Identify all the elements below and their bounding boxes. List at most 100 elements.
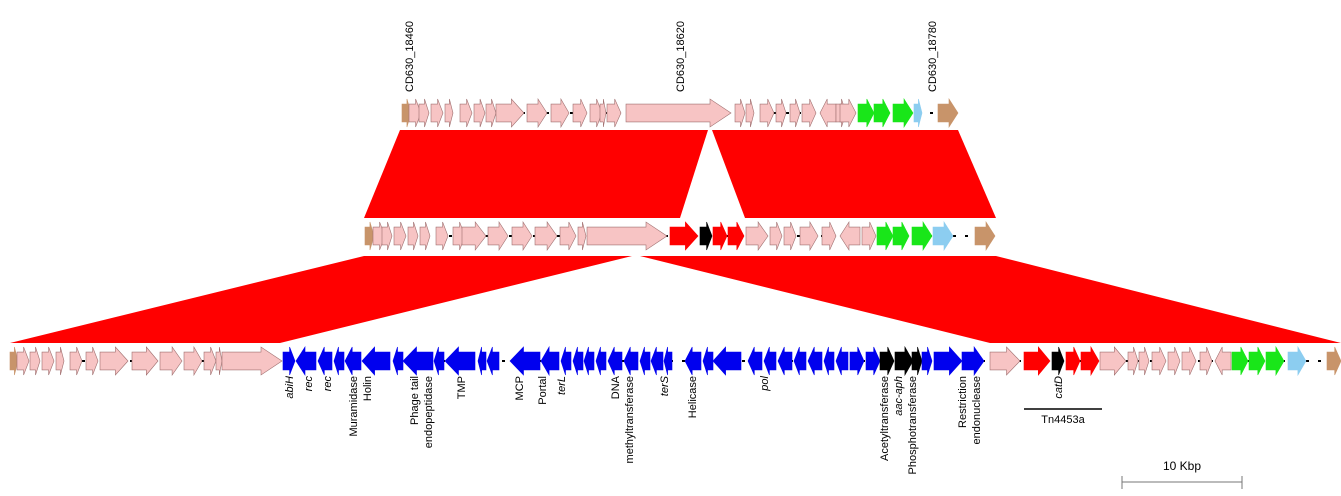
gene-arrow xyxy=(599,98,607,128)
gene-arrow xyxy=(1265,345,1285,377)
gene-arrow xyxy=(408,98,422,128)
annotation-holin: Holin xyxy=(362,376,374,401)
gene-arrow xyxy=(763,346,777,376)
annotation-phosphotransferase: Phosphotransferase xyxy=(907,376,919,474)
annotation-endonuclease: endonuclease xyxy=(971,376,983,445)
gene-arrow xyxy=(839,98,857,128)
annotation-phage-tail: Phage tail xyxy=(409,376,421,425)
gene-arrow xyxy=(849,346,865,376)
gene-arrow xyxy=(215,346,223,376)
gene-arrow xyxy=(1138,346,1150,376)
homology-block-top-right xyxy=(712,130,996,218)
annotation-aac-aph: aac-aph xyxy=(893,376,905,416)
gene-arrow xyxy=(461,221,487,251)
gene-arrow xyxy=(745,221,769,251)
gene-arrow xyxy=(572,346,584,376)
homology-block-top-left xyxy=(364,130,708,218)
annotation-rec-2: rec xyxy=(322,376,334,392)
gene-arrow xyxy=(974,220,996,252)
gene-arrow xyxy=(9,346,19,376)
gene-arrow xyxy=(526,97,548,129)
gene-arrow xyxy=(879,346,895,376)
gene-arrow xyxy=(669,221,699,251)
gene-arrow xyxy=(1151,346,1167,376)
gene-arrow xyxy=(606,98,622,128)
gene-arrow xyxy=(589,98,603,128)
gene-arrow xyxy=(747,346,763,376)
gene-arrow xyxy=(419,221,431,251)
bottom-track-annotations: abiH rec rec Muramidase Holin Phage tail… xyxy=(284,375,1065,474)
gene-arrow xyxy=(892,221,910,251)
gene-arrow xyxy=(392,346,404,376)
gene-arrow xyxy=(650,346,664,376)
gene-arrow xyxy=(911,220,933,252)
gene-arrow xyxy=(807,346,823,376)
gene-arrow xyxy=(861,221,877,251)
gene-arrow xyxy=(131,346,159,376)
homology-blocks xyxy=(10,130,1341,343)
top-track-labels: CD630_18460 CD630_18620 CD630_18780 xyxy=(404,21,939,92)
gene-arrow xyxy=(712,221,728,251)
gene-arrow xyxy=(819,98,837,128)
gene-arrow xyxy=(892,97,914,129)
gene-label-cd630-18460: CD630_18460 xyxy=(404,21,416,92)
gene-arrow xyxy=(734,98,746,128)
gene-arrow xyxy=(775,98,787,128)
gene-arrow xyxy=(1214,346,1232,376)
gene-arrow xyxy=(333,346,345,376)
gene-arrow xyxy=(876,221,894,251)
gene-arrow xyxy=(381,221,393,251)
middle-track-genes xyxy=(364,220,996,252)
annotation-catd: catD xyxy=(1053,376,1065,399)
annotation-methyltransferase: methyltransferase xyxy=(624,376,636,463)
top-track-genes xyxy=(401,97,959,129)
gene-arrow xyxy=(203,346,217,376)
gene-arrow xyxy=(486,346,500,376)
gene-arrow xyxy=(393,221,407,251)
gene-arrow xyxy=(857,98,875,128)
gene-arrow xyxy=(1167,346,1181,376)
gene-arrow xyxy=(159,346,183,376)
gene-arrow xyxy=(572,98,588,128)
gene-arrow xyxy=(1023,346,1051,376)
gene-arrow xyxy=(1181,346,1197,376)
gene-arrow xyxy=(99,346,129,376)
gene-arrow xyxy=(699,221,713,251)
annotation-dna: DNA xyxy=(610,375,622,399)
gene-arrow xyxy=(509,346,541,376)
gene-arrow xyxy=(444,98,454,128)
annotation-tmp: TMP xyxy=(456,376,468,399)
gene-arrow xyxy=(783,221,797,251)
gene-arrow xyxy=(295,345,317,377)
gene-arrow xyxy=(577,221,587,251)
gene-arrow xyxy=(430,98,444,128)
annotation-muramidase: Muramidase xyxy=(348,376,360,437)
gene-arrow xyxy=(727,221,745,251)
gene-arrow xyxy=(759,98,775,128)
gene-arrow xyxy=(69,346,83,376)
gene-arrow xyxy=(961,346,985,376)
gene-arrow xyxy=(459,98,473,128)
annotation-pol: pol xyxy=(759,375,771,391)
annotation-restriction: Restriction xyxy=(957,376,969,428)
gene-arrow xyxy=(937,97,959,129)
gene-arrow xyxy=(801,98,817,128)
gene-arrow xyxy=(485,98,497,128)
gene-label-cd630-18620: CD630_18620 xyxy=(675,21,687,92)
gene-arrow xyxy=(821,221,837,251)
gene-arrow xyxy=(1287,345,1307,377)
gene-arrow xyxy=(1199,346,1213,376)
gene-arrow xyxy=(913,98,923,128)
annotation-terl: terL xyxy=(556,376,568,395)
gene-arrow xyxy=(1099,346,1127,376)
gene-arrow xyxy=(29,346,41,376)
gene-arrow xyxy=(221,346,283,376)
gene-arrow xyxy=(823,346,835,376)
gene-arrow xyxy=(583,346,595,376)
gene-arrow xyxy=(799,220,819,252)
gene-arrow xyxy=(1051,346,1065,376)
gene-arrow xyxy=(1127,346,1139,376)
annotation-rec-1: rec xyxy=(303,376,315,392)
gene-arrow xyxy=(777,346,793,376)
gene-label-cd630-18780: CD630_18780 xyxy=(927,21,939,92)
